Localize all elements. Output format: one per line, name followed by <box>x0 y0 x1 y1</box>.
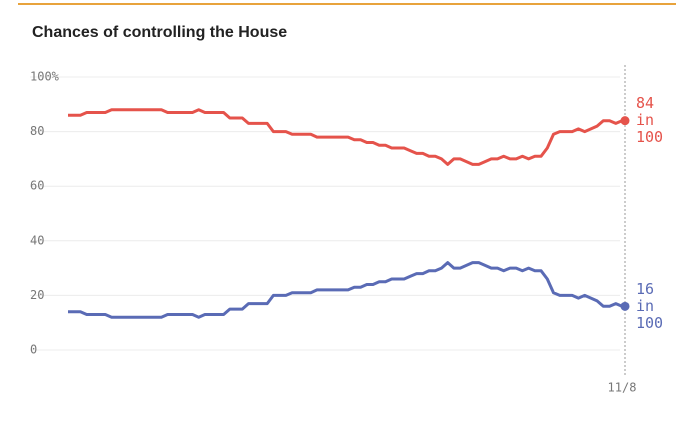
end-label: in <box>636 111 654 129</box>
end-label: 84 <box>636 94 654 112</box>
end-label: 100 <box>636 128 663 146</box>
y-tick-label: 0 <box>30 343 37 357</box>
end-dot <box>620 116 630 126</box>
end-label: in <box>636 297 654 315</box>
y-tick-label: 40 <box>30 233 44 247</box>
y-tick-label: 80 <box>30 124 44 138</box>
end-label: 16 <box>636 280 654 298</box>
x-tick-label: 11/8 <box>608 381 637 395</box>
y-tick-label: 60 <box>30 179 44 193</box>
series-line <box>68 261 623 319</box>
y-tick-label: 20 <box>30 288 44 302</box>
chart-title: Chances of controlling the House <box>32 24 287 41</box>
y-tick-label: 100% <box>30 70 60 84</box>
end-dot <box>620 301 630 311</box>
series-line <box>68 108 623 166</box>
end-label: 100 <box>636 314 663 332</box>
